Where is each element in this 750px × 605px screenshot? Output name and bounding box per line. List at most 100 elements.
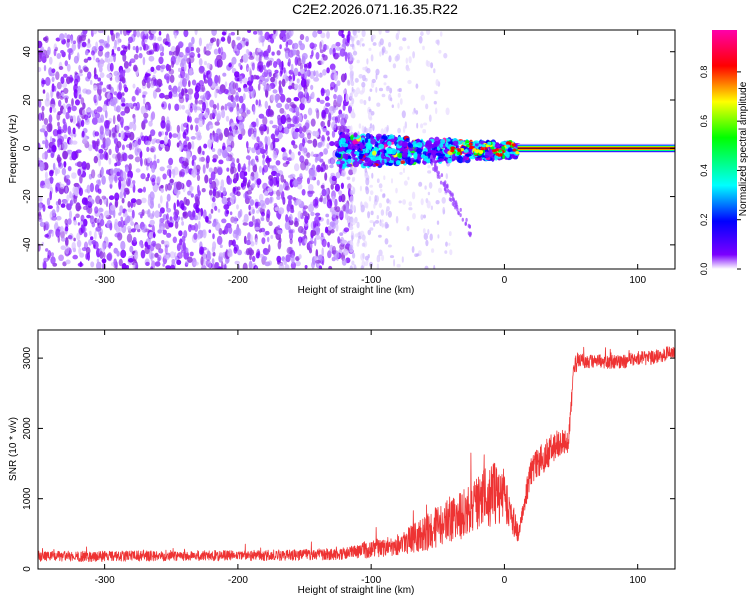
spectrogram-cell <box>209 182 213 189</box>
spectrogram-cell <box>101 195 107 200</box>
spectrogram-cell <box>391 104 394 108</box>
spectrogram-cell <box>136 148 142 153</box>
spectrogram-cell <box>272 140 276 149</box>
spectrogram-cell <box>184 73 188 79</box>
spectrogram-cell <box>430 155 433 160</box>
spectrogram-cell <box>282 162 289 168</box>
spectrogram-cell <box>101 175 106 185</box>
spectrogram-cell <box>343 89 346 95</box>
spectrogram-cell <box>304 215 309 224</box>
spectrogram-cell <box>257 48 262 53</box>
spectrogram-cell <box>131 209 135 219</box>
spectrogram-cell <box>309 54 313 59</box>
spectrogram-cell <box>278 262 285 269</box>
spectrogram-cell <box>359 185 362 192</box>
spectrogram-cell <box>236 36 241 41</box>
spectrogram-cell <box>362 252 365 259</box>
spectrogram-cell <box>222 187 227 196</box>
spectrogram-cell <box>121 153 125 162</box>
spectrogram-cell <box>65 223 69 229</box>
spectrogram-cell <box>396 53 401 61</box>
spectrogram-cell <box>372 124 375 131</box>
spectrogram-cell <box>131 95 136 102</box>
spectrogram-cell <box>291 140 296 146</box>
spectrogram-cell <box>434 163 437 168</box>
spectrogram-cell <box>236 204 239 210</box>
spectrogram-cell <box>254 226 261 231</box>
spectrogram-cell <box>153 154 157 161</box>
spectrogram-cell <box>222 142 226 152</box>
spectrogram-cell <box>286 97 292 103</box>
spectrogram-cell <box>55 228 61 238</box>
spectrogram-cell <box>150 147 154 153</box>
spectrogram-cell <box>301 146 307 154</box>
spectrogram-cell <box>122 53 127 62</box>
spectrogram-cell <box>148 120 153 127</box>
spectrogram-cell <box>377 150 381 156</box>
spectrogram-cell <box>311 261 315 269</box>
spectrogram-cell <box>215 262 220 268</box>
spectrogram-cell <box>77 168 82 176</box>
spectrogram-cell <box>205 155 210 164</box>
spectrogram-cell <box>176 142 180 148</box>
spectrogram-cell <box>457 148 462 152</box>
spectrogram-cell <box>228 239 231 248</box>
spectrogram-cell <box>343 227 350 233</box>
spectrogram-cell <box>176 243 181 252</box>
spectrogram-cell <box>395 160 401 166</box>
x-tick-label: 100 <box>629 275 646 286</box>
spectrogram-cell <box>168 103 171 111</box>
spectrogram-cell <box>123 84 127 89</box>
spectrogram-cell <box>397 127 401 134</box>
spectrogram-cell <box>338 113 345 118</box>
spectrogram-cell <box>245 239 252 246</box>
spectrogram-cell <box>48 114 53 124</box>
spectrogram-cell <box>480 146 485 151</box>
spectrogram-cell <box>187 141 192 150</box>
spectrogram-cell <box>121 144 125 151</box>
spectrogram-cell <box>295 260 301 267</box>
spectrogram-cell <box>462 158 466 163</box>
spectrogram-cell <box>283 67 286 74</box>
spectrogram-cell <box>218 89 223 95</box>
spectrogram-cell <box>272 124 278 129</box>
spectrogram-cell <box>104 210 110 218</box>
spectrogram-cell <box>370 138 377 145</box>
spectrogram-cell <box>108 195 115 201</box>
spectrogram-cell <box>407 79 412 85</box>
spectrogram-cell <box>95 226 102 232</box>
spectrogram-cell <box>275 160 281 166</box>
spectrogram-cell <box>301 52 308 60</box>
spectrogram-cell <box>307 132 312 140</box>
snr-frame <box>37 329 676 570</box>
spectrogram-cell <box>332 47 336 58</box>
spectrogram-cell <box>154 42 160 52</box>
spectrogram-cell <box>331 245 337 255</box>
spectrogram-cell <box>262 158 265 166</box>
spectrogram-cell <box>270 76 276 83</box>
spectrogram-cell <box>209 113 214 120</box>
spectrogram-cell <box>280 93 286 103</box>
spectrogram-cell <box>381 46 386 53</box>
spectrogram-cell <box>165 254 170 260</box>
spectrogram-cell <box>183 87 187 96</box>
spectrogram-cell <box>120 130 125 140</box>
spectrogram-cell <box>400 160 406 164</box>
spectrogram-cell <box>49 170 54 177</box>
spectrogram-cell <box>118 180 122 190</box>
spectrogram-cell <box>393 259 396 267</box>
spectrogram-cell <box>69 210 72 220</box>
spectrogram-cell <box>103 150 108 160</box>
spectrogram-cell <box>39 128 46 133</box>
spectrogram-cell <box>291 254 295 265</box>
spectrogram-cell <box>174 32 177 39</box>
spectrogram-cell <box>298 254 302 260</box>
spectrogram-cell <box>178 230 183 237</box>
spectrogram-cell <box>61 91 65 97</box>
spectrogram-cell <box>379 51 382 57</box>
spectrogram-cell <box>41 241 45 247</box>
spectrogram-cell <box>273 61 278 68</box>
spectrogram-cell <box>275 72 279 80</box>
spectrogram-cell <box>288 229 294 234</box>
spectrogram-cell <box>231 56 237 65</box>
